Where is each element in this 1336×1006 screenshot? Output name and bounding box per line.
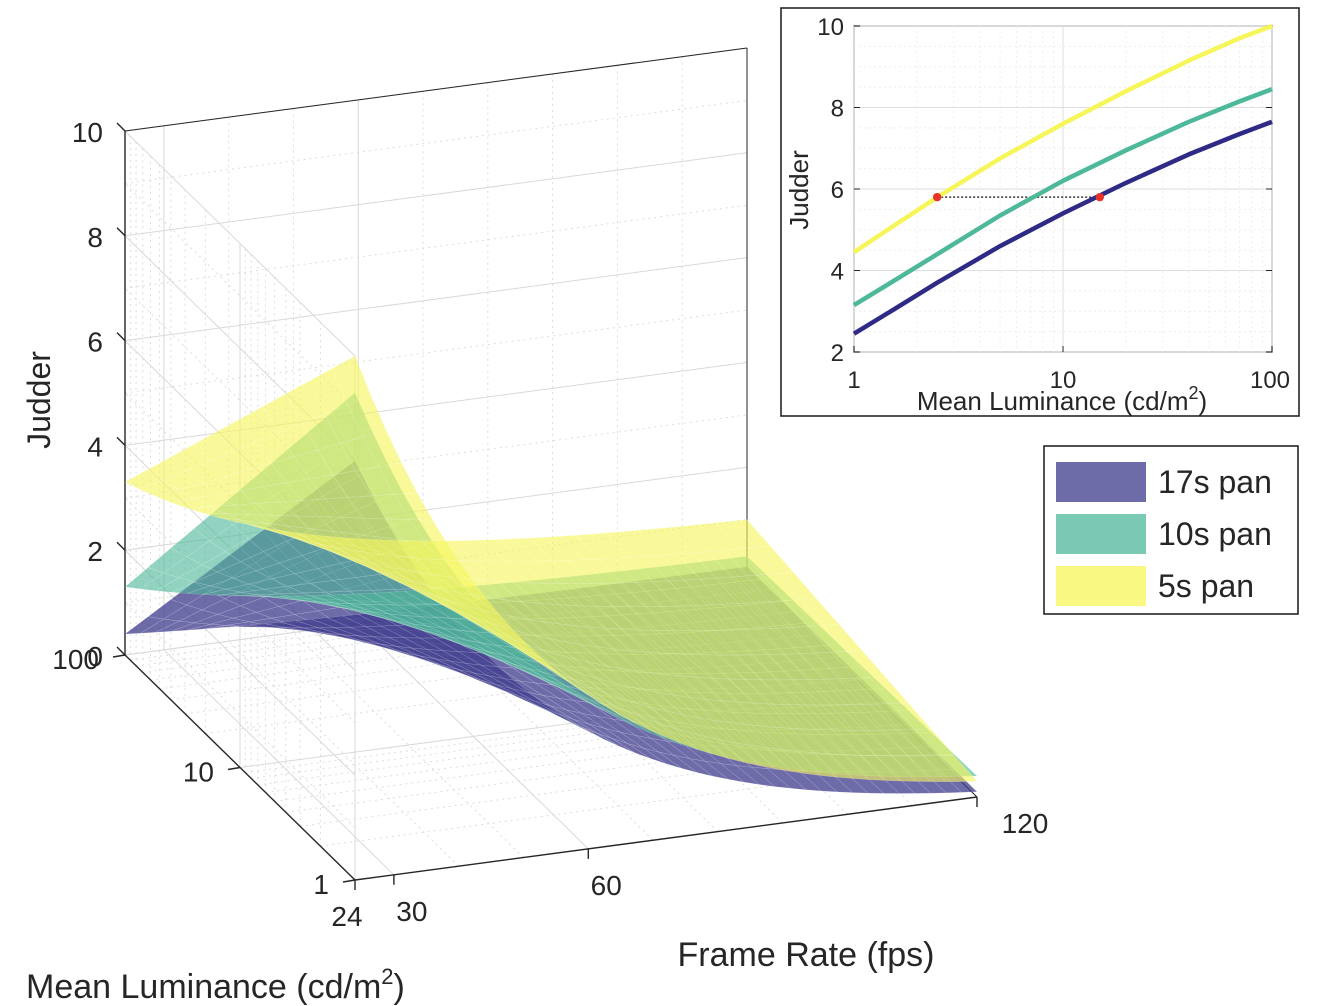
surface-facet [730,519,771,548]
z-tick-label: 10 [72,117,103,148]
z-tick [116,436,126,446]
y-axis-label: Mean Luminance (cd/m2) [26,964,405,1006]
grid-line-z-back [124,257,748,342]
luminance-tick [342,879,356,883]
z-tick [116,646,126,656]
z-tick-label: 0 [87,641,103,672]
inset-x-axis-label-sup: 2 [1189,383,1199,403]
inset-y-tick-label: 2 [831,340,844,367]
y-axis-label-sup: 2 [381,964,393,989]
luminance-tick-label: 100 [52,644,99,675]
axis-edge-framerate [354,796,978,881]
inset-y-tick-label: 10 [817,14,844,41]
z-tick [116,227,126,237]
box-edge-top [124,47,748,132]
y-axis-label-close: ) [394,968,405,1006]
legend-label: 5s pan [1158,568,1254,604]
minor-grid-z-back [124,99,748,184]
minor-grid-z-back [124,309,748,394]
z-tick [116,541,126,551]
z-tick [116,332,126,342]
axis-labels: Judder Frame Rate (fps) Mean Luminance (cd… [21,351,934,1006]
inset-x-tick-label: 10 [1050,367,1077,394]
luminance-tick-label: 1 [313,869,329,900]
legend-swatch [1056,462,1146,502]
inset-line-5s-pan [852,23,1273,255]
inset-line-17s-pan [852,119,1273,336]
inset-x-axis-label-close: ) [1199,386,1208,416]
luminance-tick [227,766,241,771]
surface-5s-pan [124,355,978,782]
inset-x-tick-label: 1 [847,367,860,394]
z-tick-label: 6 [87,327,103,358]
inset-y-tick-label: 6 [831,177,844,204]
legend-swatch [1056,566,1146,606]
grid-line-fr-floor [163,649,395,876]
inset-y-tick-label: 4 [831,259,844,286]
legend: 17s pan 10s pan 5s pan [1043,445,1299,615]
inset-x-axis-label-main: Mean Luminance (cd/m [917,386,1189,416]
z-tick-label: 4 [87,431,103,462]
inset-line-10s-pan [852,87,1273,308]
z-tick [116,122,126,132]
inset-marker [1095,192,1105,202]
minor-grid-z-back [124,204,748,289]
y-axis-label-main: Mean Luminance (cd/m [26,968,381,1006]
legend-swatch [1056,514,1146,554]
framerate-tick-label: 120 [1002,808,1049,839]
grid-line-z-back [124,152,748,237]
framerate-tick-label: 30 [396,896,427,927]
legend-label: 17s pan [1158,464,1272,500]
luminance-tick-label: 10 [183,757,214,788]
z-tick-label: 8 [87,222,103,253]
luminance-tick [112,654,126,658]
inset-x-axis-label: Mean Luminance (cd/m2) [917,383,1207,416]
inset-x-tick-label: 100 [1250,367,1290,394]
z-axis-label: Judder [21,351,57,449]
x-axis-label: Frame Rate (fps) [678,936,935,974]
grid-line-fr-floor [357,623,589,850]
minor-grid-z-back [124,414,748,499]
inset-marker [932,192,942,202]
inset-y-axis-label: Judder [784,150,814,230]
framerate-tick-label: 60 [591,870,622,901]
z-tick-label: 2 [87,536,103,567]
inset-y-tick-label: 8 [831,96,844,123]
legend-label: 10s pan [1158,516,1272,552]
framerate-tick-label: 24 [331,901,362,932]
